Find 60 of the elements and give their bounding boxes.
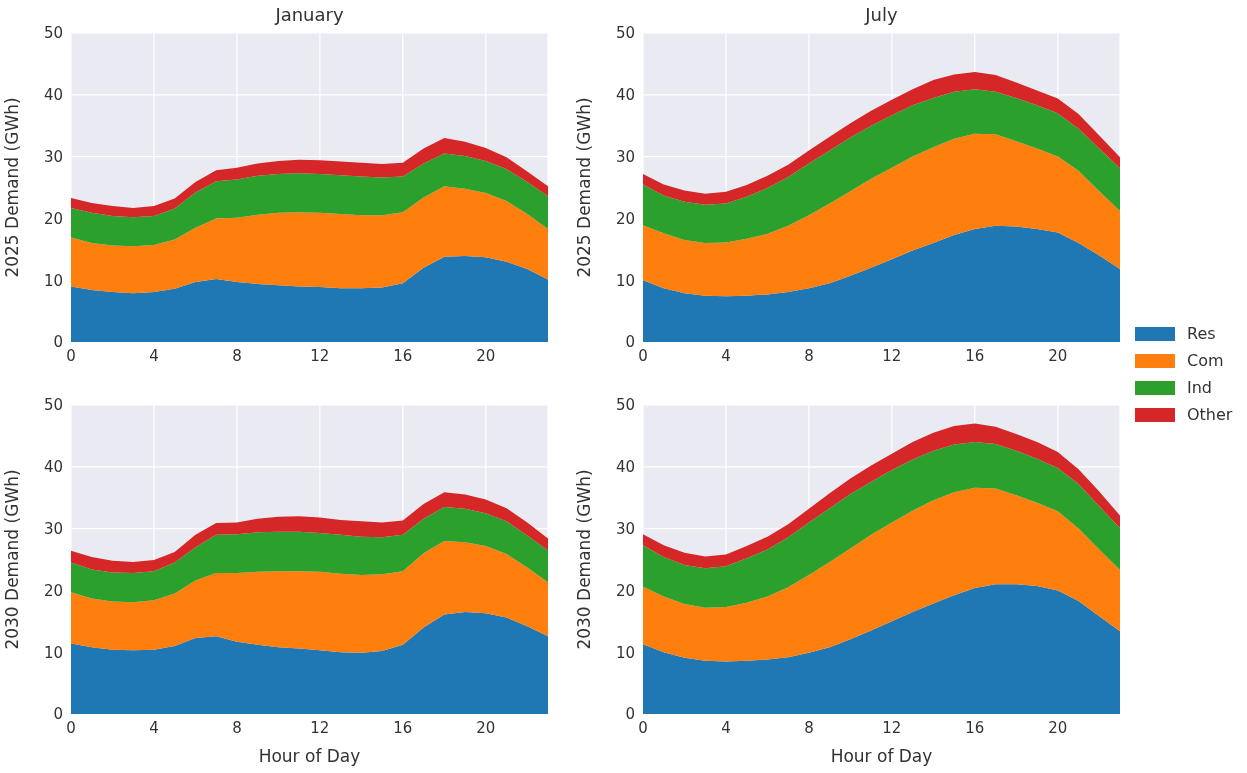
y-tick-label: 10 (43, 643, 63, 662)
y-tick-label: 40 (43, 458, 63, 477)
chart-title: January (273, 4, 345, 25)
y-axis-title: 2025 Demand (GWh) (2, 97, 23, 278)
x-axis-title: Hour of Day (258, 746, 361, 766)
x-tick-label: 20 (476, 346, 496, 365)
x-tick-label: 8 (232, 718, 242, 737)
legend-label: Res (1187, 324, 1216, 343)
y-tick-label: 20 (615, 209, 635, 228)
x-tick-label: 4 (721, 718, 731, 737)
y-tick-label: 30 (43, 519, 63, 538)
x-tick-label: 0 (638, 718, 648, 737)
y-tick-label: 50 (43, 24, 63, 43)
x-tick-label: 20 (476, 718, 496, 737)
x-tick-label: 4 (149, 718, 159, 737)
x-tick-label: 4 (721, 346, 731, 365)
y-tick-label: 30 (43, 147, 63, 166)
y-tick-label: 20 (43, 581, 63, 600)
y-tick-label: 30 (615, 147, 635, 166)
y-tick-label: 0 (53, 333, 63, 352)
x-tick-label: 4 (149, 346, 159, 365)
y-axis-title: 2030 Demand (GWh) (2, 469, 23, 650)
x-tick-label: 0 (66, 718, 76, 737)
x-tick-label: 12 (310, 718, 330, 737)
x-axis-title: Hour of Day (830, 746, 933, 766)
y-tick-label: 50 (615, 24, 635, 43)
y-tick-label: 10 (615, 643, 635, 662)
y-tick-label: 40 (43, 86, 63, 105)
y-tick-label: 0 (53, 705, 63, 724)
x-tick-label: 20 (1048, 718, 1068, 737)
y-tick-label: 0 (625, 705, 635, 724)
legend-label: Other (1187, 405, 1233, 424)
x-tick-label: 16 (393, 346, 413, 365)
x-tick-label: 8 (804, 718, 814, 737)
y-tick-label: 50 (615, 396, 635, 415)
y-tick-label: 10 (615, 271, 635, 290)
y-tick-label: 20 (43, 209, 63, 228)
y-tick-label: 40 (615, 86, 635, 105)
y-tick-label: 0 (625, 333, 635, 352)
x-tick-label: 12 (882, 718, 902, 737)
y-axis-title: 2025 Demand (GWh) (574, 97, 595, 278)
y-tick-label: 30 (615, 519, 635, 538)
x-tick-label: 12 (882, 346, 902, 365)
x-tick-label: 8 (804, 346, 814, 365)
x-tick-label: 16 (393, 718, 413, 737)
x-tick-label: 8 (232, 346, 242, 365)
legend-label: Ind (1187, 378, 1213, 397)
y-tick-label: 20 (615, 581, 635, 600)
x-tick-label: 16 (965, 718, 985, 737)
x-tick-label: 20 (1048, 346, 1068, 365)
x-tick-label: 16 (965, 346, 985, 365)
y-tick-label: 40 (615, 458, 635, 477)
y-axis-title: 2030 Demand (GWh) (574, 469, 595, 650)
x-tick-label: 0 (638, 346, 648, 365)
chart-title: July (863, 4, 899, 25)
y-tick-label: 50 (43, 396, 63, 415)
legend-label: Com (1187, 351, 1224, 370)
x-tick-label: 12 (310, 346, 330, 365)
y-tick-label: 10 (43, 271, 63, 290)
x-tick-label: 0 (66, 346, 76, 365)
